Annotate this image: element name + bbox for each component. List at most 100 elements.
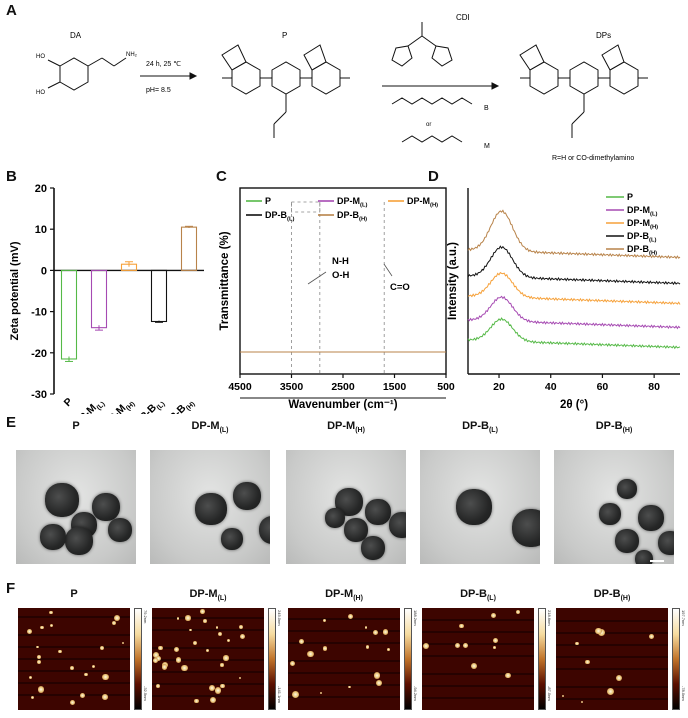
afm-particle <box>365 644 370 649</box>
nanoparticle <box>65 527 94 556</box>
afm-particle <box>220 683 225 689</box>
afm-particle <box>181 664 188 672</box>
tem-title: DP-B(L) <box>462 420 498 435</box>
afm-particle <box>194 698 199 704</box>
afm-particle <box>153 658 158 664</box>
x-axis-label: 2θ (°) <box>560 399 588 411</box>
afm-particle <box>581 700 584 703</box>
nanoparticle <box>91 493 120 521</box>
scheme-da-label: DA <box>70 31 82 40</box>
afm-particle <box>188 628 192 632</box>
nanoparticle <box>108 517 132 542</box>
afm-particle <box>102 673 109 680</box>
dopamine-structure <box>47 57 127 91</box>
polymer-p-structure <box>221 44 350 138</box>
afm-particle <box>203 619 207 623</box>
panel-label-f: F <box>6 580 16 597</box>
scan-streak <box>556 698 668 700</box>
scan-streak <box>556 656 668 658</box>
height-colorbar <box>268 608 276 710</box>
nanoparticle <box>194 493 227 526</box>
colorbar-max-label: 245.0nm <box>277 610 282 626</box>
scan-streak <box>152 695 264 697</box>
x-tick-label: 1500 <box>383 381 407 393</box>
nanoparticle <box>634 550 653 564</box>
colorbar-min-label: -32.5nm <box>143 686 148 701</box>
afm-particle <box>322 646 328 651</box>
scheme-p-label: P <box>282 31 287 40</box>
colorbar-min-label: -94.2nm <box>413 686 418 701</box>
nanoparticle <box>45 483 80 518</box>
y-tick-label: -30 <box>31 389 47 401</box>
scan-streak <box>556 644 668 646</box>
xrd-line <box>467 245 681 286</box>
afm-particle <box>387 647 390 651</box>
afm-particle <box>37 659 42 665</box>
afm-particle <box>223 655 229 661</box>
y-tick-label: 10 <box>35 224 47 236</box>
x-tick-label: 500 <box>437 381 455 393</box>
nanoparticle <box>389 512 406 539</box>
afm-particle <box>298 638 304 644</box>
scan-streak <box>288 660 400 662</box>
nanoparticle <box>365 498 391 525</box>
scale-bar <box>650 560 664 562</box>
afm-image <box>152 608 264 710</box>
afm-particle <box>176 617 180 620</box>
scan-streak <box>288 684 400 686</box>
afm-particle <box>376 679 383 686</box>
afm-particle <box>364 626 368 630</box>
scan-streak <box>422 655 534 657</box>
afm-image <box>422 608 534 710</box>
legend-label: DP-B(H) <box>337 210 367 223</box>
scan-streak <box>422 697 534 699</box>
scheme-or-label: or <box>426 122 431 128</box>
scan-streak <box>18 670 130 672</box>
annotation-arrow <box>383 263 393 277</box>
panel-label-c: C <box>216 168 227 185</box>
afm-particle <box>112 621 117 626</box>
afm-particle <box>121 642 124 645</box>
ftir-chart: 4500 3500 2500 1500 500 Wavenumber (cm⁻¹) Tran… <box>219 187 455 411</box>
guide-box <box>291 201 321 213</box>
afm-particle <box>459 623 464 629</box>
panel-label-a: A <box>6 2 17 19</box>
afm-particle <box>323 619 326 622</box>
legend-label: DP-M(H) <box>407 196 438 209</box>
afm-particle <box>455 643 461 649</box>
scan-streak <box>288 696 400 698</box>
scan-streak <box>422 619 534 621</box>
afm-particle <box>319 691 323 695</box>
afm-title: P <box>70 588 78 600</box>
scheme-condition-time: 24 h, 25 ℃ <box>146 61 181 68</box>
nanoparticle <box>39 523 66 550</box>
afm-title: DP-B(H) <box>593 588 631 603</box>
afm-particle <box>192 640 197 646</box>
x-tick-label: 80 <box>648 381 660 393</box>
afm-image <box>556 608 668 710</box>
legend-label: DP-M(H) <box>627 218 658 231</box>
afm-particle <box>58 649 62 654</box>
legend-label: P <box>627 192 633 202</box>
tem-image <box>16 450 136 564</box>
x-tick-label: DP-B(L) <box>132 396 166 414</box>
afm-particle <box>152 651 159 658</box>
colorbar-max-label: 188.2nm <box>413 610 418 626</box>
afm-particle <box>220 663 224 667</box>
scan-streak <box>152 659 264 661</box>
nanoparticle <box>259 515 270 544</box>
nanoparticle <box>614 529 639 554</box>
afm-particle <box>175 657 182 663</box>
afm-particle <box>40 625 45 630</box>
scan-streak <box>288 672 400 674</box>
reagent-b-structure <box>391 97 473 105</box>
afm-particle <box>372 630 378 636</box>
x-tick-label: DP-B(H) <box>162 396 197 414</box>
x-tick-label: DP-M(H) <box>101 396 137 414</box>
afm-particle <box>200 609 205 614</box>
x-tick-label: 4500 <box>228 381 252 393</box>
afm-particle <box>561 695 564 698</box>
nanoparticle <box>658 531 674 556</box>
afm-particle <box>238 624 244 629</box>
